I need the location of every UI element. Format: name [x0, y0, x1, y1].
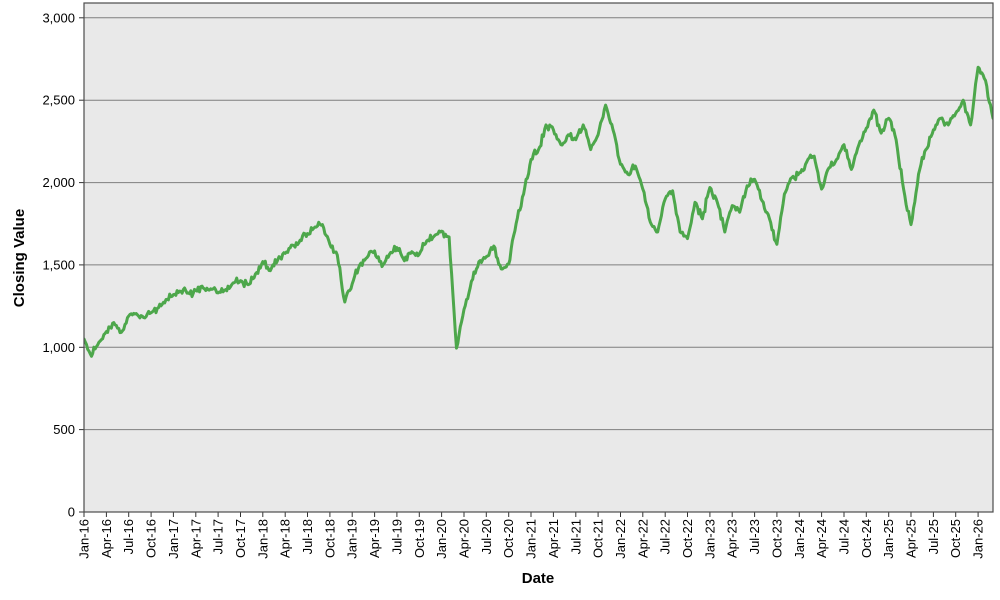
x-tick-label: Apr-25	[904, 519, 919, 558]
plot-background	[84, 3, 993, 512]
y-tick-label: 0	[68, 505, 75, 520]
x-tick-label: Apr-21	[546, 519, 561, 558]
x-tick-label: Jul-22	[658, 519, 673, 554]
x-tick-label: Oct-21	[591, 519, 606, 558]
x-axis: Jan-16 Apr-16 Jul-16 Oct-16 Jan-17 Apr-17 Jul-…	[77, 512, 986, 559]
y-tick-label: 1,000	[42, 340, 75, 355]
x-tick-label: Jul-16	[121, 519, 136, 554]
x-tick-label: Jul-18	[300, 519, 315, 554]
y-tick-label: 500	[53, 422, 75, 437]
x-tick-label: Jul-25	[926, 519, 941, 554]
x-tick-label: Jul-21	[568, 519, 583, 554]
x-tick-label: Jul-17	[211, 519, 226, 554]
y-axis-title: Closing Value	[11, 208, 28, 308]
x-tick-label: Jan-24	[792, 519, 807, 559]
x-tick-label: Oct-25	[948, 519, 963, 558]
x-tick-label: Apr-23	[725, 519, 740, 558]
x-tick-label: Jan-22	[613, 519, 628, 559]
x-tick-label: Jan-17	[166, 519, 181, 559]
x-tick-label: Apr-24	[814, 519, 829, 558]
plot-border	[83, 2, 994, 513]
x-tick-label: Apr-16	[99, 519, 114, 558]
x-tick-label: Jan-18	[255, 519, 270, 559]
x-tick-label: Jul-23	[747, 519, 762, 554]
x-tick-label: Apr-17	[188, 519, 203, 558]
x-tick-label: Jul-20	[479, 519, 494, 554]
x-tick-label: Jan-16	[77, 519, 92, 559]
x-tick-label: Oct-22	[680, 519, 695, 558]
x-tick-label: Apr-20	[457, 519, 472, 558]
closing-value-series-line	[84, 65, 993, 358]
x-tick-label: Oct-17	[233, 519, 248, 558]
x-tick-label: Oct-24	[859, 519, 874, 558]
x-tick-label: Apr-22	[635, 519, 650, 558]
x-tick-label: Jul-19	[389, 519, 404, 554]
gridlines	[84, 17, 993, 431]
x-tick-label: Jan-26	[971, 519, 986, 559]
x-axis-title: Date	[521, 570, 555, 587]
x-tick-label: Jan-20	[434, 519, 449, 559]
x-tick-label: Jan-21	[524, 519, 539, 559]
y-tick-label: 2,000	[42, 175, 75, 190]
x-tick-label: Oct-23	[769, 519, 784, 558]
x-tick-label: Jan-25	[881, 519, 896, 559]
x-tick-label: Jan-23	[702, 519, 717, 559]
x-tick-label: Oct-20	[501, 519, 516, 558]
x-tick-label: Jul-24	[837, 519, 852, 554]
x-tick-label: Oct-19	[412, 519, 427, 558]
y-tick-label: 1,500	[42, 257, 75, 272]
x-tick-label: Apr-19	[367, 519, 382, 558]
y-tick-label: 3,000	[42, 10, 75, 25]
x-tick-label: Jan-19	[345, 519, 360, 559]
y-tick-label: 2,500	[42, 93, 75, 108]
x-tick-label: Oct-18	[322, 519, 337, 558]
y-axis: 0 500 1,000 1,500 2,000 2,500 3,000	[42, 10, 84, 520]
x-tick-label: Apr-18	[278, 519, 293, 558]
x-tick-label: Oct-16	[144, 519, 159, 558]
